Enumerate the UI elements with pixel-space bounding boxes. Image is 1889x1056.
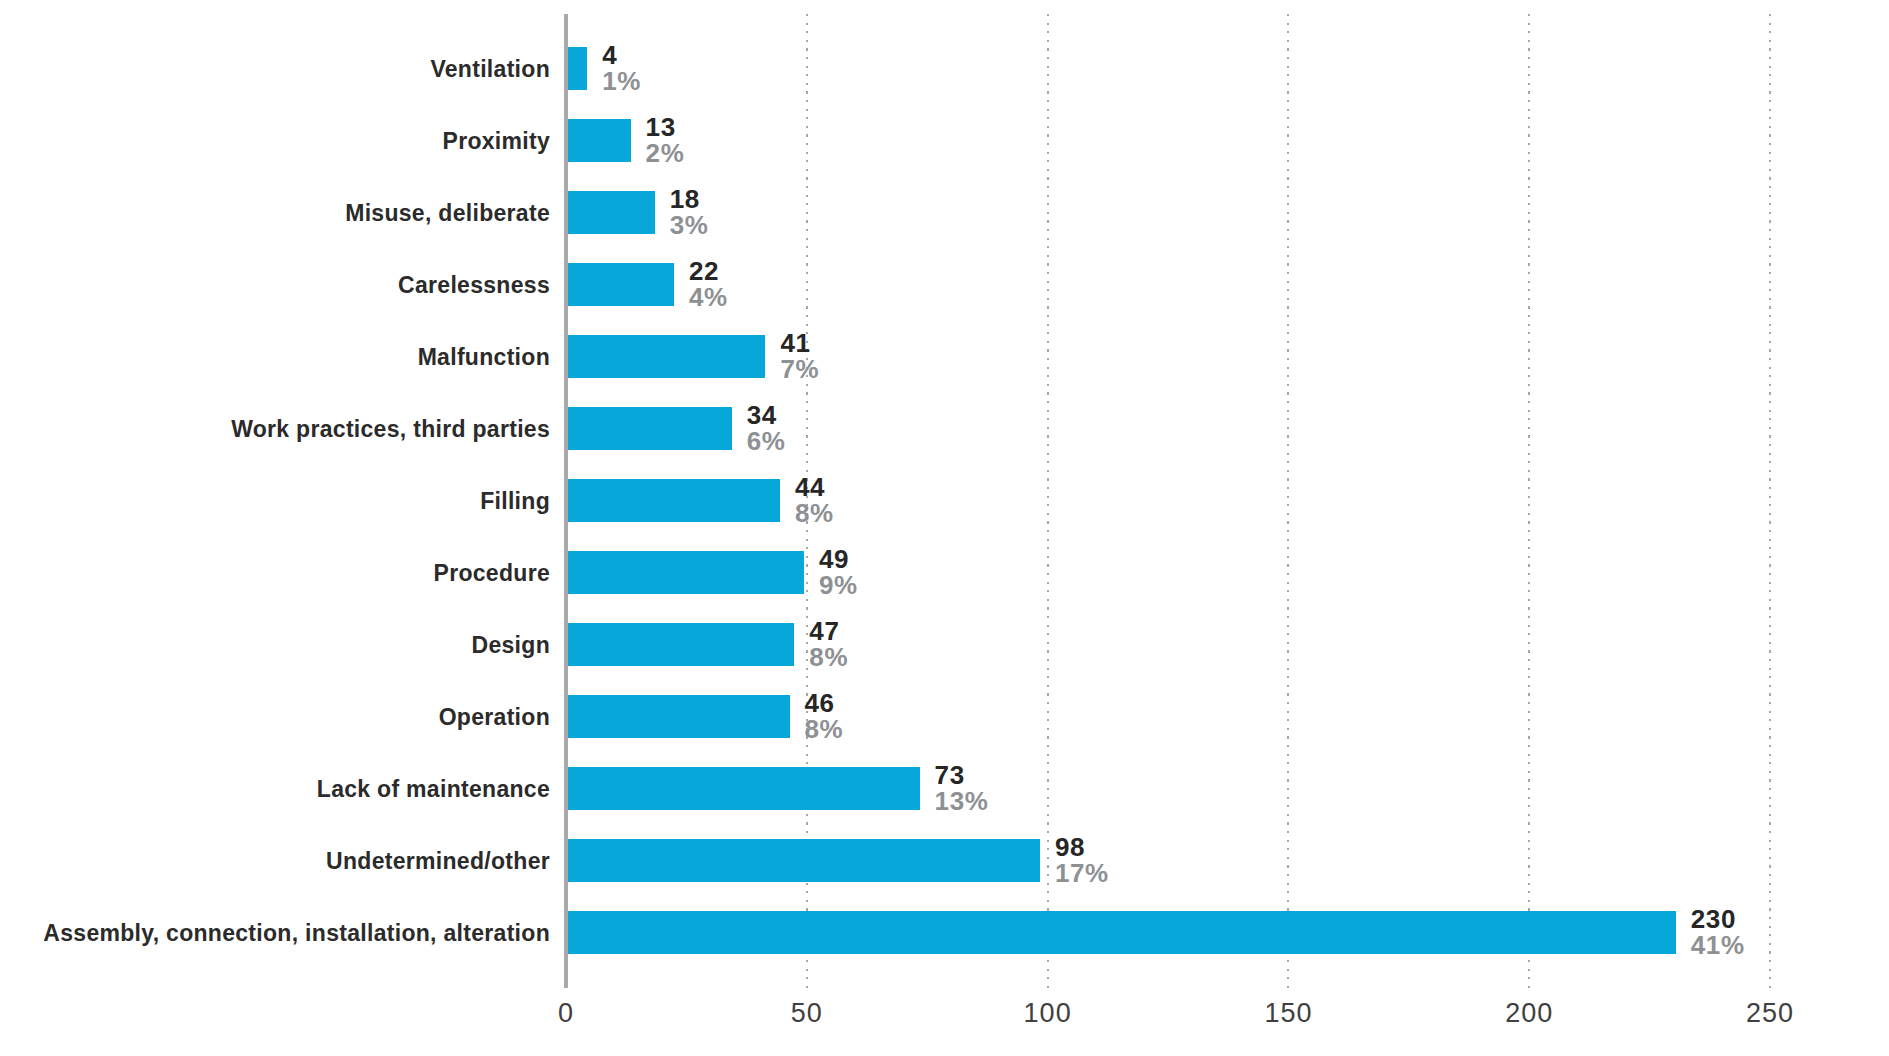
bar	[568, 767, 920, 810]
percent-label: 2%	[646, 140, 685, 166]
value-label-block: 7313%	[935, 762, 989, 814]
percent-label: 13%	[935, 788, 989, 814]
value-label-block: 132%	[646, 114, 685, 166]
value-label: 47	[809, 618, 848, 644]
x-tick-label-250: 250	[1746, 998, 1794, 1029]
gridline-200	[1528, 14, 1530, 988]
value-label: 4	[602, 42, 641, 68]
bar	[568, 119, 631, 162]
x-tick-label-0: 0	[558, 998, 574, 1029]
category-label: Proximity	[0, 125, 550, 157]
gridline-100	[1047, 14, 1049, 988]
value-label-block: 499%	[819, 546, 858, 598]
x-tick-label-150: 150	[1264, 998, 1312, 1029]
category-label: Work practices, third parties	[0, 413, 550, 445]
value-label-block: 417%	[780, 330, 819, 382]
bar	[568, 407, 732, 450]
bar	[568, 47, 587, 90]
category-label: Design	[0, 629, 550, 661]
value-label-block: 468%	[805, 690, 844, 742]
percent-label: 9%	[819, 572, 858, 598]
value-label: 230	[1691, 906, 1745, 932]
value-label: 13	[646, 114, 685, 140]
category-label: Carelessness	[0, 269, 550, 301]
percent-label: 4%	[689, 284, 728, 310]
value-label-block: 41%	[602, 42, 641, 94]
value-label-block: 478%	[809, 618, 848, 670]
bar	[568, 839, 1040, 882]
value-label: 46	[805, 690, 844, 716]
category-label: Lack of maintenance	[0, 773, 550, 805]
bar	[568, 191, 655, 234]
category-label: Undetermined/other	[0, 845, 550, 877]
percent-label: 17%	[1055, 860, 1109, 886]
bar	[568, 695, 790, 738]
value-label-block: 448%	[795, 474, 834, 526]
percent-label: 1%	[602, 68, 641, 94]
percent-label: 8%	[809, 644, 848, 670]
percent-label: 3%	[670, 212, 709, 238]
value-label: 44	[795, 474, 834, 500]
value-label: 49	[819, 546, 858, 572]
bar	[568, 335, 765, 378]
bar-chart: Ventilation 41% Proximity 132% Misuse, delib…	[0, 0, 1889, 1056]
x-tick-label-50: 50	[791, 998, 823, 1029]
gridline-250	[1769, 14, 1771, 988]
percent-label: 8%	[795, 500, 834, 526]
percent-label: 41%	[1691, 932, 1745, 958]
value-label-block: 224%	[689, 258, 728, 310]
value-label: 41	[780, 330, 819, 356]
x-tick-label-200: 200	[1505, 998, 1553, 1029]
percent-label: 7%	[780, 356, 819, 382]
bar	[568, 479, 780, 522]
percent-label: 6%	[747, 428, 786, 454]
bar	[568, 911, 1676, 954]
value-label-block: 183%	[670, 186, 709, 238]
bar	[568, 263, 674, 306]
value-label: 73	[935, 762, 989, 788]
x-tick-label-100: 100	[1024, 998, 1072, 1029]
percent-label: 8%	[805, 716, 844, 742]
category-label: Procedure	[0, 557, 550, 589]
value-label-block: 9817%	[1055, 834, 1109, 886]
gridline-150	[1287, 14, 1289, 988]
category-label: Misuse, deliberate	[0, 197, 550, 229]
value-label: 22	[689, 258, 728, 284]
category-label: Assembly, connection, installation, alte…	[0, 917, 550, 949]
category-label: Filling	[0, 485, 550, 517]
bar	[568, 623, 794, 666]
category-label: Malfunction	[0, 341, 550, 373]
category-label: Operation	[0, 701, 550, 733]
value-label: 98	[1055, 834, 1109, 860]
category-label: Ventilation	[0, 53, 550, 85]
value-label-block: 23041%	[1691, 906, 1745, 958]
bar	[568, 551, 804, 594]
value-label-block: 346%	[747, 402, 786, 454]
value-label: 34	[747, 402, 786, 428]
value-label: 18	[670, 186, 709, 212]
